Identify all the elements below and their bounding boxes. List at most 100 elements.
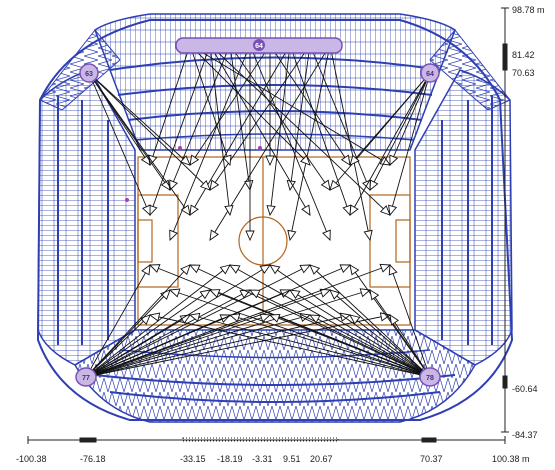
x-tick-cluster-right [421, 437, 437, 443]
x-label: -100.38 [16, 454, 47, 464]
light-ray-arrowhead [329, 179, 340, 191]
light-ray [85, 289, 211, 378]
light-ray [85, 314, 151, 378]
light-ray-arrowhead [259, 264, 271, 274]
light-ray-arrowhead [329, 289, 341, 300]
light-ray [189, 44, 311, 166]
light-ray-arrowhead [168, 288, 181, 298]
light-ray-arrowhead [389, 154, 399, 167]
light-ray [189, 264, 431, 378]
light-ray [209, 44, 311, 191]
light-ray [389, 72, 431, 166]
light-ray [249, 44, 331, 241]
light-ray-arrowhead [309, 314, 321, 324]
light-ray-arrowhead [189, 204, 199, 216]
light-ray-arrowhead [319, 288, 332, 298]
light-ray-arrowhead [188, 312, 201, 322]
light-ray-arrowhead [369, 289, 380, 301]
light-ray [189, 44, 391, 166]
light-ray [289, 44, 311, 191]
light-ray [149, 314, 431, 378]
light-ray-arrowhead [179, 314, 191, 324]
light-ray-arrowhead [148, 312, 161, 322]
light-ray [149, 44, 211, 216]
bottom-stand [73, 329, 477, 423]
top-right-mast [420, 63, 440, 83]
light-ray [85, 264, 351, 378]
x-label: 9.51 [283, 454, 301, 464]
light-ray-arrowhead [141, 264, 151, 276]
light-ray-arrowhead [388, 204, 398, 217]
light-ray-arrowhead [180, 264, 191, 276]
x-label: -76.18 [80, 454, 106, 464]
light-ray-arrowhead [349, 314, 361, 325]
light-ray-arrowhead [340, 154, 351, 166]
light-ray-arrowhead [379, 205, 391, 216]
light-ray [309, 264, 431, 378]
light-ray-arrowhead [363, 229, 373, 242]
light-ray [85, 314, 271, 378]
x-label: -33.15 [180, 454, 206, 464]
light-ray-arrowhead [244, 179, 254, 192]
light-ray [289, 289, 431, 378]
light-ray [309, 44, 371, 191]
light-ray-arrowhead [289, 289, 301, 299]
light-ray-arrowhead [266, 205, 276, 217]
light-ray [369, 289, 431, 378]
light-ray-arrowhead [169, 229, 178, 242]
light-ray [169, 44, 251, 241]
y-tick-cluster-bottom [502, 375, 508, 389]
top-left-mast-label: 63 [85, 71, 93, 78]
light-masts: 64 63 64 77 78 [75, 37, 441, 387]
x-label: -18.19 [217, 454, 243, 464]
light-ray [329, 289, 431, 378]
light-ray-arrowhead [309, 264, 321, 275]
top-center-mast-badge [253, 39, 265, 51]
x-label: 100.38 m [492, 454, 530, 464]
light-ray [269, 44, 291, 216]
light-ray-arrowhead [228, 313, 241, 323]
light-ray-arrowhead [199, 180, 211, 191]
left-goal-area [137, 219, 153, 263]
x-tick-cluster-center [182, 437, 339, 442]
light-ray-arrowhead [320, 179, 331, 191]
light-ray [209, 44, 391, 216]
light-ray-arrowhead [222, 154, 232, 167]
light-ray-arrowhead [287, 229, 297, 242]
x-axis [27, 436, 506, 444]
light-ray-arrowhead [269, 264, 281, 275]
light-ray-arrowhead [349, 204, 359, 216]
light-ray [85, 314, 311, 378]
top-left-mast [79, 63, 99, 83]
light-ray [289, 44, 351, 216]
light-ray [229, 314, 431, 378]
light-ray [85, 289, 371, 378]
light-ray-arrowhead [141, 204, 151, 217]
light-ray-arrowhead [169, 179, 178, 192]
marker-dot [258, 146, 262, 150]
light-ray [229, 264, 431, 378]
light-ray [88, 72, 191, 166]
light-ray [389, 264, 431, 378]
light-ray [309, 314, 431, 378]
light-rays [85, 44, 431, 378]
x-tick-cluster-left [79, 437, 97, 443]
right-stand [414, 69, 513, 366]
light-ray [169, 44, 231, 191]
x-label: -3.31 [252, 454, 273, 464]
light-ray [389, 314, 431, 378]
light-ray [85, 314, 351, 378]
y-label: 81.42 [512, 50, 535, 60]
light-ray-arrowhead [188, 264, 201, 274]
light-ray [149, 44, 191, 166]
light-ray [88, 72, 211, 191]
light-ray [189, 314, 431, 378]
light-ray-arrowhead [209, 229, 219, 241]
light-ray [85, 289, 251, 378]
light-ray-arrowhead [245, 230, 255, 242]
light-ray-arrowhead [268, 314, 281, 323]
marker-dot [178, 146, 182, 150]
light-ray [389, 72, 431, 216]
light-ray-arrowhead [359, 288, 372, 298]
